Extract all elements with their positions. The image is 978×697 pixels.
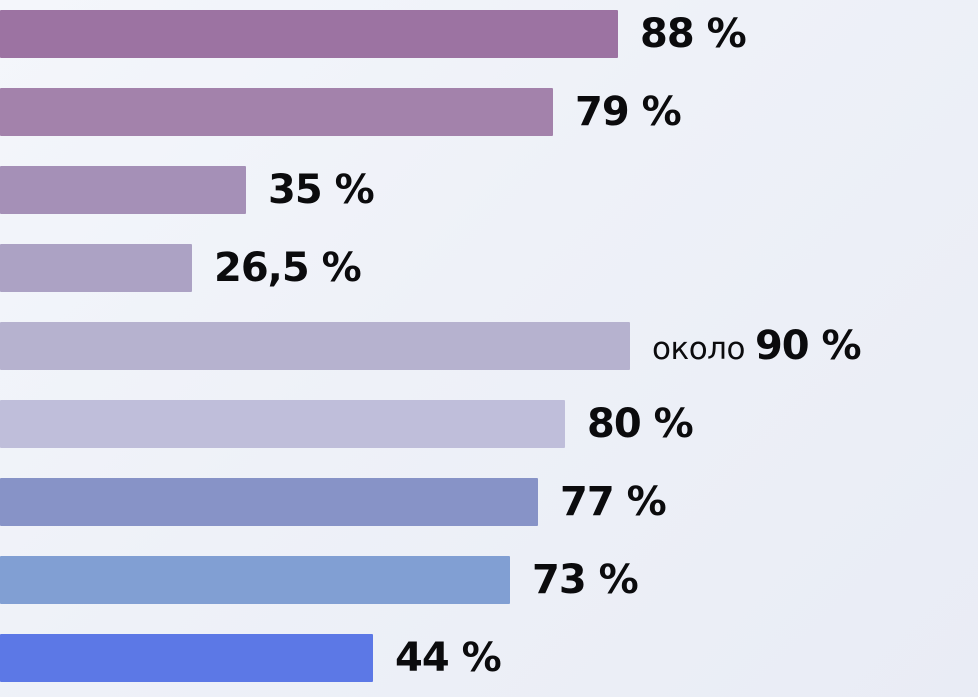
bar-fill (0, 244, 192, 292)
bar-row: около 90 % (0, 322, 978, 370)
bar-fill (0, 634, 373, 682)
bar-row: 73 % (0, 556, 978, 604)
bar-row: 77 % (0, 478, 978, 526)
bar-value-text: 90 % (754, 323, 862, 369)
bar-value-text: 79 % (575, 89, 682, 135)
bar-row: 79 % (0, 88, 978, 136)
bar-value-text: 73 % (532, 557, 639, 603)
bar-value-label: 88 % (640, 11, 747, 57)
bar-fill (0, 400, 565, 448)
bar-row: 80 % (0, 400, 978, 448)
bar-row: 88 % (0, 10, 978, 58)
bar-value-label: около 90 % (652, 323, 862, 369)
bar-fill (0, 556, 510, 604)
bar-fill (0, 478, 538, 526)
bar-fill (0, 88, 553, 136)
bar-value-text: 88 % (640, 11, 747, 57)
bar-value-label: 44 % (395, 635, 502, 681)
bar-value-text: 77 % (560, 479, 667, 525)
bar-value-text: 35 % (268, 167, 375, 213)
bar-value-label: 80 % (587, 401, 694, 447)
bar-value-text: 44 % (395, 635, 502, 681)
bar-value-label: 73 % (532, 557, 639, 603)
bar-fill (0, 166, 246, 214)
bar-value-label: 26,5 % (214, 245, 362, 291)
bar-value-label: 35 % (268, 167, 375, 213)
bar-row: 44 % (0, 634, 978, 682)
bar-row: 35 % (0, 166, 978, 214)
bar-row: 26,5 % (0, 244, 978, 292)
bar-value-prefix: около (652, 331, 745, 367)
bar-value-label: 79 % (575, 89, 682, 135)
bar-value-label: 77 % (560, 479, 667, 525)
bar-value-text: 80 % (587, 401, 694, 447)
bar-fill (0, 322, 630, 370)
bar-fill (0, 10, 618, 58)
bar-value-text: 26,5 % (214, 245, 362, 291)
